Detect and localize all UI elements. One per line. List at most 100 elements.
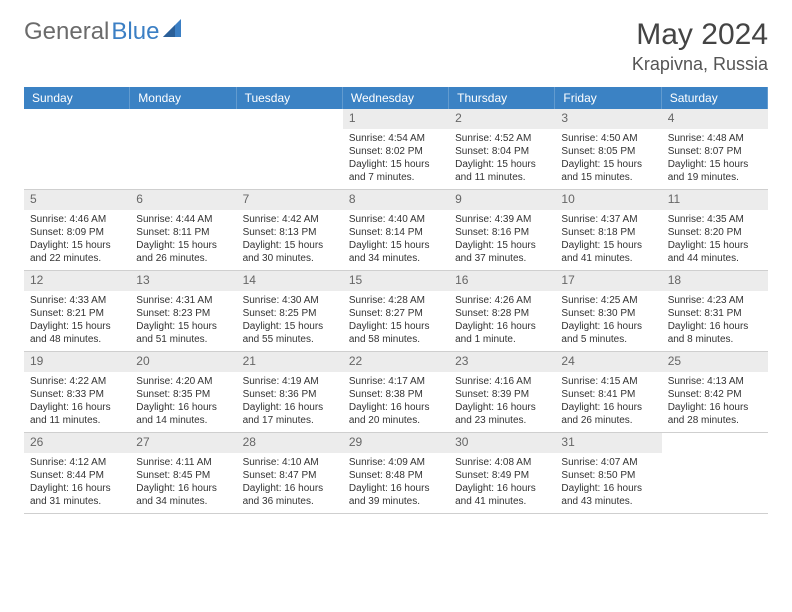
daylight-text: Daylight: 15 hours and 11 minutes. (455, 158, 549, 184)
daylight-text: Daylight: 15 hours and 26 minutes. (136, 239, 230, 265)
weekday-header-row: SundayMondayTuesdayWednesdayThursdayFrid… (24, 87, 768, 109)
sunset-text: Sunset: 8:13 PM (243, 226, 337, 239)
sunrise-text: Sunrise: 4:52 AM (455, 132, 549, 145)
sunrise-text: Sunrise: 4:11 AM (136, 456, 230, 469)
day-cell (662, 433, 768, 513)
sunrise-text: Sunrise: 4:19 AM (243, 375, 337, 388)
day-cell: 17Sunrise: 4:25 AMSunset: 8:30 PMDayligh… (555, 271, 661, 351)
sunset-text: Sunset: 8:31 PM (668, 307, 762, 320)
daylight-text: Daylight: 16 hours and 41 minutes. (455, 482, 549, 508)
day-number: 3 (555, 109, 661, 129)
sunrise-text: Sunrise: 4:44 AM (136, 213, 230, 226)
day-number: 14 (237, 271, 343, 291)
daylight-text: Daylight: 15 hours and 55 minutes. (243, 320, 337, 346)
daylight-text: Daylight: 16 hours and 14 minutes. (136, 401, 230, 427)
day-number: 20 (130, 352, 236, 372)
sunrise-text: Sunrise: 4:50 AM (561, 132, 655, 145)
sunset-text: Sunset: 8:33 PM (30, 388, 124, 401)
weekday-header: Saturday (662, 87, 768, 109)
day-cell: 4Sunrise: 4:48 AMSunset: 8:07 PMDaylight… (662, 109, 768, 189)
day-number (130, 109, 236, 129)
day-cell: 28Sunrise: 4:10 AMSunset: 8:47 PMDayligh… (237, 433, 343, 513)
day-cell: 21Sunrise: 4:19 AMSunset: 8:36 PMDayligh… (237, 352, 343, 432)
day-number: 13 (130, 271, 236, 291)
sunrise-text: Sunrise: 4:20 AM (136, 375, 230, 388)
day-cell: 27Sunrise: 4:11 AMSunset: 8:45 PMDayligh… (130, 433, 236, 513)
day-number: 1 (343, 109, 449, 129)
weekday-header: Thursday (449, 87, 555, 109)
sunset-text: Sunset: 8:28 PM (455, 307, 549, 320)
daylight-text: Daylight: 15 hours and 15 minutes. (561, 158, 655, 184)
daylight-text: Daylight: 15 hours and 7 minutes. (349, 158, 443, 184)
daylight-text: Daylight: 16 hours and 26 minutes. (561, 401, 655, 427)
sunrise-text: Sunrise: 4:39 AM (455, 213, 549, 226)
daylight-text: Daylight: 16 hours and 20 minutes. (349, 401, 443, 427)
daylight-text: Daylight: 16 hours and 31 minutes. (30, 482, 124, 508)
brand-logo: GeneralBlue (24, 18, 185, 46)
sunrise-text: Sunrise: 4:40 AM (349, 213, 443, 226)
daylight-text: Daylight: 16 hours and 39 minutes. (349, 482, 443, 508)
weeks-container: 1Sunrise: 4:54 AMSunset: 8:02 PMDaylight… (24, 109, 768, 514)
daylight-text: Daylight: 15 hours and 30 minutes. (243, 239, 337, 265)
day-cell: 9Sunrise: 4:39 AMSunset: 8:16 PMDaylight… (449, 190, 555, 270)
daylight-text: Daylight: 16 hours and 28 minutes. (668, 401, 762, 427)
sunrise-text: Sunrise: 4:42 AM (243, 213, 337, 226)
sunset-text: Sunset: 8:30 PM (561, 307, 655, 320)
sunrise-text: Sunrise: 4:30 AM (243, 294, 337, 307)
day-number: 5 (24, 190, 130, 210)
day-cell: 24Sunrise: 4:15 AMSunset: 8:41 PMDayligh… (555, 352, 661, 432)
day-cell: 15Sunrise: 4:28 AMSunset: 8:27 PMDayligh… (343, 271, 449, 351)
sunrise-text: Sunrise: 4:33 AM (30, 294, 124, 307)
sunrise-text: Sunrise: 4:37 AM (561, 213, 655, 226)
sunset-text: Sunset: 8:05 PM (561, 145, 655, 158)
day-number: 23 (449, 352, 555, 372)
sunrise-text: Sunrise: 4:48 AM (668, 132, 762, 145)
week-row: 26Sunrise: 4:12 AMSunset: 8:44 PMDayligh… (24, 433, 768, 514)
day-number: 10 (555, 190, 661, 210)
day-cell: 8Sunrise: 4:40 AMSunset: 8:14 PMDaylight… (343, 190, 449, 270)
day-cell (130, 109, 236, 189)
day-cell: 1Sunrise: 4:54 AMSunset: 8:02 PMDaylight… (343, 109, 449, 189)
day-cell: 31Sunrise: 4:07 AMSunset: 8:50 PMDayligh… (555, 433, 661, 513)
day-cell: 23Sunrise: 4:16 AMSunset: 8:39 PMDayligh… (449, 352, 555, 432)
day-cell: 20Sunrise: 4:20 AMSunset: 8:35 PMDayligh… (130, 352, 236, 432)
day-cell: 7Sunrise: 4:42 AMSunset: 8:13 PMDaylight… (237, 190, 343, 270)
daylight-text: Daylight: 16 hours and 11 minutes. (30, 401, 124, 427)
day-cell: 18Sunrise: 4:23 AMSunset: 8:31 PMDayligh… (662, 271, 768, 351)
sunrise-text: Sunrise: 4:26 AM (455, 294, 549, 307)
day-number: 27 (130, 433, 236, 453)
day-number: 29 (343, 433, 449, 453)
sunrise-text: Sunrise: 4:16 AM (455, 375, 549, 388)
sunset-text: Sunset: 8:23 PM (136, 307, 230, 320)
sail-icon (163, 18, 185, 46)
weekday-header: Wednesday (343, 87, 449, 109)
week-row: 12Sunrise: 4:33 AMSunset: 8:21 PMDayligh… (24, 271, 768, 352)
day-number: 19 (24, 352, 130, 372)
sunrise-text: Sunrise: 4:15 AM (561, 375, 655, 388)
sunset-text: Sunset: 8:44 PM (30, 469, 124, 482)
day-cell: 30Sunrise: 4:08 AMSunset: 8:49 PMDayligh… (449, 433, 555, 513)
daylight-text: Daylight: 16 hours and 34 minutes. (136, 482, 230, 508)
day-cell: 6Sunrise: 4:44 AMSunset: 8:11 PMDaylight… (130, 190, 236, 270)
sunset-text: Sunset: 8:41 PM (561, 388, 655, 401)
day-number: 17 (555, 271, 661, 291)
day-number: 8 (343, 190, 449, 210)
weekday-header: Sunday (24, 87, 130, 109)
day-number: 6 (130, 190, 236, 210)
sunset-text: Sunset: 8:39 PM (455, 388, 549, 401)
daylight-text: Daylight: 15 hours and 58 minutes. (349, 320, 443, 346)
day-cell: 22Sunrise: 4:17 AMSunset: 8:38 PMDayligh… (343, 352, 449, 432)
title-block: May 2024 Krapivna, Russia (632, 18, 768, 75)
sunset-text: Sunset: 8:36 PM (243, 388, 337, 401)
day-number (237, 109, 343, 129)
daylight-text: Daylight: 16 hours and 36 minutes. (243, 482, 337, 508)
day-cell: 5Sunrise: 4:46 AMSunset: 8:09 PMDaylight… (24, 190, 130, 270)
day-cell: 29Sunrise: 4:09 AMSunset: 8:48 PMDayligh… (343, 433, 449, 513)
sunrise-text: Sunrise: 4:25 AM (561, 294, 655, 307)
day-number: 2 (449, 109, 555, 129)
daylight-text: Daylight: 15 hours and 34 minutes. (349, 239, 443, 265)
day-number: 21 (237, 352, 343, 372)
sunset-text: Sunset: 8:49 PM (455, 469, 549, 482)
day-number: 26 (24, 433, 130, 453)
day-number: 30 (449, 433, 555, 453)
